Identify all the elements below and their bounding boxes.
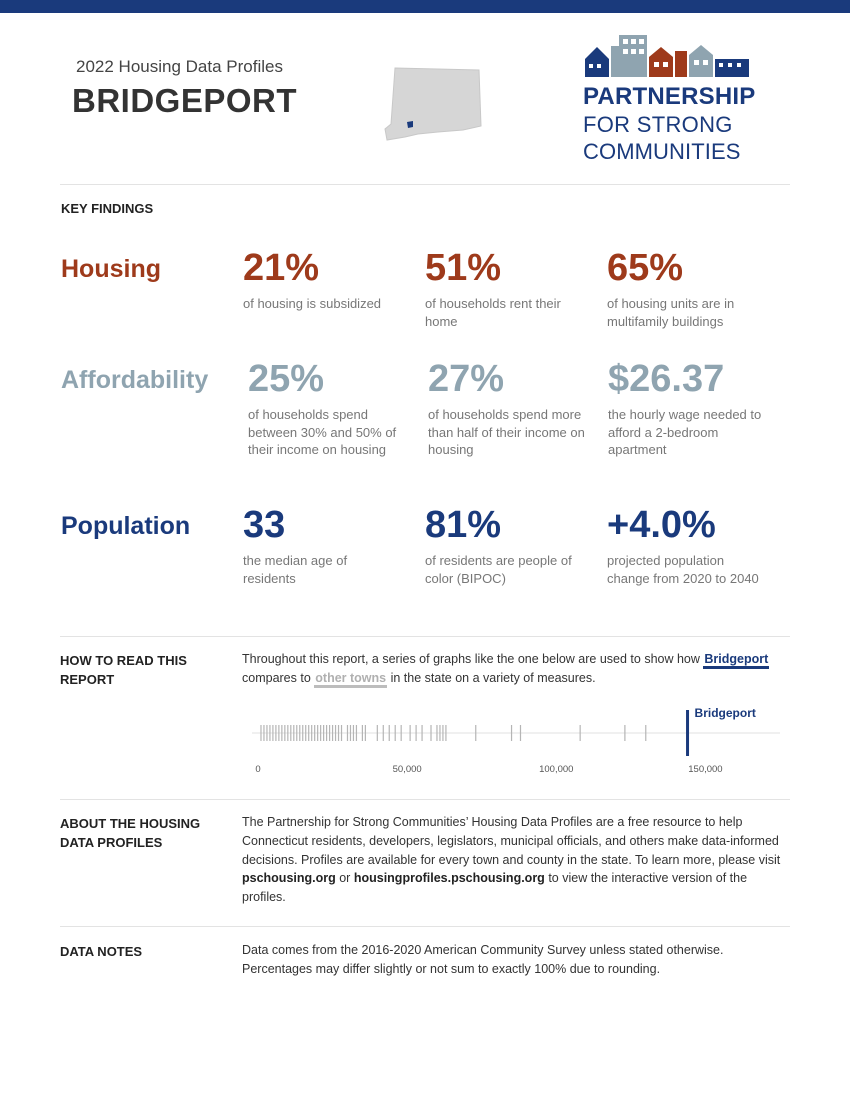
x-tick-label: 0 <box>255 764 260 775</box>
stat-value: $26.37 <box>608 358 725 400</box>
stat-description: projected population change from 2020 to… <box>607 553 759 586</box>
x-tick-label: 100,000 <box>539 764 573 775</box>
stat-value: 21% <box>243 247 320 289</box>
about-text-2: or <box>339 871 351 886</box>
about-text-3: to view the interactive version of the p… <box>242 871 748 905</box>
data-notes-text: Data comes from the 2016-2020 American C… <box>242 943 724 976</box>
stat-description: of households spend between 30% and 50% … <box>248 407 397 457</box>
stat-multifamily: 65% of housing units are in multifamily … <box>607 247 767 330</box>
stat-severely-burdened: 27% of households spend more than half o… <box>428 358 588 459</box>
divider <box>60 184 790 185</box>
logo-line-2: FOR STRONG <box>583 112 733 137</box>
how-to-read-text-2: compares to <box>242 670 311 685</box>
highlight-town-chart-label: Bridgeport <box>695 706 756 720</box>
logo-line-1: PARTNERSHIP <box>583 83 756 110</box>
about-heading: ABOUT THE HOUSING DATA PROFILES <box>60 816 201 850</box>
connecticut-map-icon <box>384 67 482 141</box>
psc-logo: PARTNERSHIP FOR STRONG COMMUNITIES <box>583 33 755 165</box>
stat-value: 51% <box>425 247 502 289</box>
data-notes-heading: DATA NOTES <box>60 944 143 959</box>
divider <box>60 926 790 927</box>
town-title: BRIDGEPORT <box>72 82 298 119</box>
about-text-1: The Partnership for Strong Communities’ … <box>242 815 781 867</box>
stat-value: 33 <box>243 504 286 546</box>
stat-description: of housing is subsidized <box>243 296 382 311</box>
strip-chart: 0 50,000 100,000 150,000 Bridgeport <box>252 706 780 775</box>
top-bar <box>0 0 850 13</box>
logo-line-3: COMMUNITIES <box>583 139 741 164</box>
stat-description: of housing units are in multifamily buil… <box>607 296 735 329</box>
stat-value: 25% <box>248 358 325 400</box>
category-affordability: Affordability <box>61 366 209 394</box>
stat-value: 65% <box>607 247 684 289</box>
how-to-read-text: Throughout this report, a series of grap… <box>242 650 790 688</box>
stat-renters: 51% of households rent their home <box>425 247 585 330</box>
stat-bipoc: 81% of residents are people of color (BI… <box>425 504 585 587</box>
stat-description: the median age of residents <box>243 553 348 586</box>
stat-value: 27% <box>428 358 505 400</box>
highlight-town-label: Bridgeport <box>703 652 770 669</box>
category-population: Population <box>61 512 191 540</box>
stat-subsidized: 21% of housing is subsidized <box>243 247 403 313</box>
stat-value: 81% <box>425 504 502 546</box>
housingprofiles-link[interactable]: housingprofiles.pschousing.org <box>353 871 545 886</box>
stat-population-change: +4.0% projected population change from 2… <box>607 504 767 587</box>
category-housing: Housing <box>61 255 161 283</box>
report-subtitle: 2022 Housing Data Profiles <box>76 57 283 76</box>
how-to-read-text-1: Throughout this report, a series of grap… <box>242 652 700 666</box>
x-tick-label: 150,000 <box>688 764 722 775</box>
x-tick-label: 50,000 <box>393 764 422 775</box>
stat-value: +4.0% <box>607 504 716 546</box>
key-findings-heading: KEY FINDINGS <box>61 201 154 216</box>
highlight-other-label: other towns <box>314 670 388 688</box>
divider <box>60 636 790 637</box>
stat-description: the hourly wage needed to afford a 2-bed… <box>608 407 762 457</box>
how-to-read-text-3: in the state on a variety of measures. <box>390 670 596 685</box>
stat-description: of residents are people of color (BIPOC) <box>425 553 572 586</box>
stat-description: of households rent their home <box>425 296 561 329</box>
stat-description: of households spend more than half of th… <box>428 407 585 457</box>
stat-cost-burdened: 25% of households spend between 30% and … <box>248 358 408 459</box>
houses-logo-icon <box>585 35 749 77</box>
stat-hourly-wage: $26.37 the hourly wage needed to afford … <box>608 358 768 459</box>
how-to-read-heading: HOW TO READ THIS REPORT <box>60 653 187 687</box>
pschousing-link[interactable]: pschousing.org <box>242 871 336 886</box>
divider <box>60 799 790 800</box>
stat-median-age: 33 the median age of residents <box>243 504 403 587</box>
about-text: The Partnership for Strong Communities’ … <box>242 813 790 907</box>
